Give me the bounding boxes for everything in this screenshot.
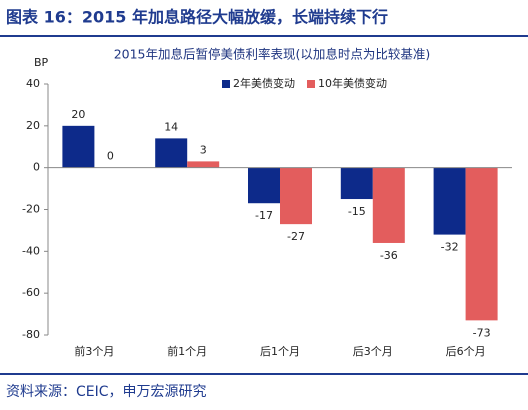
y-tick-label: -60 <box>22 286 40 299</box>
bar <box>433 167 466 235</box>
x-tick-label: 后6个月 <box>446 345 486 358</box>
legend-swatch <box>222 80 230 88</box>
bar <box>280 167 312 225</box>
value-label: 0 <box>107 150 114 163</box>
bar <box>465 167 498 321</box>
bar <box>340 167 373 200</box>
x-tick-label: 前1个月 <box>167 344 207 358</box>
x-tick-label: 前3个月 <box>74 344 114 358</box>
x-tick-label: 后3个月 <box>353 345 393 358</box>
value-label: -15 <box>348 205 366 218</box>
legend-swatch <box>307 80 315 88</box>
bar <box>187 161 220 168</box>
source: 资料来源：CEIC，申万宏源研究 <box>6 384 207 400</box>
bar <box>155 138 188 168</box>
y-tick-label: 20 <box>26 119 40 132</box>
value-label: -27 <box>287 230 305 243</box>
figure-caption: 图表 16：2015 年加息路径大幅放缓，长端持续下行 <box>6 8 388 27</box>
y-tick-label: 0 <box>33 161 40 174</box>
legend-label: 10年美债变动 <box>318 76 387 90</box>
y-tick-label: -80 <box>22 328 40 341</box>
value-label: -32 <box>441 241 459 254</box>
value-label: -73 <box>473 326 491 339</box>
value-label: -36 <box>380 249 398 262</box>
y-tick-label: 40 <box>26 77 40 90</box>
legend-label: 2年美债变动 <box>233 76 295 90</box>
bar <box>62 125 95 168</box>
bar <box>372 167 405 243</box>
x-tick-label: 后1个月 <box>260 345 300 358</box>
y-tick-label: -40 <box>22 244 40 257</box>
value-label: 3 <box>200 143 207 156</box>
value-label: 14 <box>164 120 178 133</box>
chart-title: 2015年加息后暂停美债利率表现(以加息时点为比较基准) <box>114 47 431 62</box>
bar <box>248 167 280 204</box>
y-axis-label: BP <box>34 56 49 69</box>
value-label: -17 <box>255 209 273 222</box>
y-tick-label: -20 <box>22 203 40 216</box>
value-label: 20 <box>71 108 85 121</box>
